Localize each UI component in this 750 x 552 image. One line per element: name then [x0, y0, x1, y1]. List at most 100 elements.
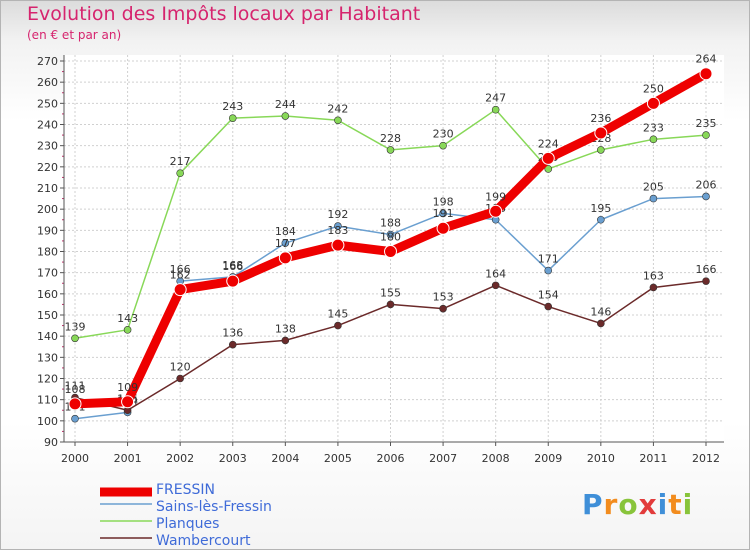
- data-point-sains-les-fressin: [386, 230, 395, 239]
- data-point-planques: [544, 165, 553, 173]
- data-point-sains-les-fressin: [439, 209, 447, 218]
- data-label-fressin: 183: [327, 224, 348, 237]
- data-label-sains-les-fressin: 166: [170, 263, 191, 276]
- x-tick-label: 2009: [534, 452, 562, 465]
- x-tick-label: 2000: [61, 452, 89, 465]
- data-point-wambercourt: [491, 281, 500, 290]
- data-point-fressin: [384, 245, 397, 258]
- data-point-planques: [597, 146, 605, 154]
- data-label-fressin: 191: [433, 207, 454, 220]
- data-label-planques: 244: [275, 98, 296, 111]
- data-point-fressin: [278, 251, 292, 265]
- data-label-planques: 228: [380, 132, 401, 145]
- data-point-wambercourt: [544, 302, 553, 311]
- data-point-planques: [176, 169, 184, 177]
- data-label-fressin: 180: [380, 231, 401, 244]
- data-point-wambercourt: [334, 321, 342, 330]
- chart-title: Evolution des Impôts locaux par Habitant: [27, 3, 421, 25]
- data-point-planques: [649, 135, 658, 144]
- y-tick-label: 220: [37, 161, 58, 174]
- data-label-planques: 139: [65, 320, 86, 333]
- data-point-planques: [334, 116, 342, 125]
- data-point-fressin: [226, 274, 240, 288]
- data-point-planques: [228, 114, 237, 122]
- x-tick-label: 2006: [377, 452, 405, 465]
- data-label-wambercourt: 153: [433, 291, 454, 304]
- data-point-sains-les-fressin: [544, 266, 553, 275]
- data-point-fressin: [489, 204, 503, 218]
- data-point-sains-les-fressin: [334, 222, 342, 230]
- data-label-sains-les-fressin: 184: [275, 225, 296, 238]
- data-label-sains-les-fressin: 205: [643, 181, 664, 194]
- data-label-sains-les-fressin: 168: [222, 259, 243, 272]
- data-label-wambercourt: 163: [643, 269, 664, 282]
- data-label-fressin: 199: [485, 190, 506, 203]
- data-point-sains-les-fressin: [71, 414, 79, 423]
- data-label-fressin: 250: [643, 82, 664, 95]
- data-label-wambercourt: 136: [222, 327, 243, 340]
- legend-item-sains-les-fressin[interactable]: Sains-lès-Fressin: [100, 499, 320, 518]
- x-tick-label: 2008: [482, 452, 510, 465]
- data-point-fressin: [331, 238, 345, 252]
- data-label-wambercourt: 111: [65, 380, 86, 393]
- data-label-sains-les-fressin: 171: [538, 253, 559, 266]
- legend-swatch-planques: [100, 520, 152, 522]
- logo-letter: o: [618, 488, 639, 521]
- data-label-fressin: 162: [170, 269, 191, 282]
- data-point-wambercourt: [228, 340, 237, 349]
- y-tick-label: 270: [37, 55, 58, 68]
- legend: FRESSIN Sains-lès-Fressin Planques Wambe…: [100, 482, 320, 552]
- y-tick-label: 200: [37, 203, 58, 216]
- y-tick-label: 210: [37, 182, 58, 195]
- data-label-sains-les-fressin: 192: [327, 208, 348, 221]
- data-point-sains-les-fressin: [649, 194, 658, 203]
- y-tick-label: 190: [37, 224, 58, 237]
- data-point-fressin: [121, 395, 135, 409]
- data-label-planques: 233: [643, 121, 664, 134]
- data-point-planques: [702, 131, 710, 139]
- data-point-planques: [71, 334, 79, 343]
- logo-letter: t: [668, 488, 683, 521]
- data-label-wambercourt: 120: [170, 361, 191, 374]
- legend-swatch-wambercourt: [100, 537, 152, 539]
- logo-letter: x: [638, 488, 658, 521]
- data-point-planques: [123, 326, 132, 334]
- data-label-sains-les-fressin: 188: [380, 217, 401, 230]
- legend-label-sains-les-fressin: Sains-lès-Fressin: [156, 499, 272, 515]
- data-point-fressin: [541, 151, 555, 165]
- data-point-fressin: [173, 283, 187, 297]
- y-tick-label: 150: [37, 309, 58, 322]
- data-label-sains-les-fressin: 206: [696, 178, 717, 191]
- data-point-sains-les-fressin: [702, 192, 710, 201]
- y-tick-label: 130: [37, 351, 58, 364]
- x-tick-label: 2007: [429, 452, 457, 465]
- legend-item-planques[interactable]: Planques: [100, 516, 320, 535]
- x-tick-label: 2002: [166, 452, 194, 465]
- data-label-fressin: 109: [117, 381, 138, 394]
- x-tick-label: 2010: [587, 452, 615, 465]
- data-label-planques: 143: [117, 312, 138, 325]
- logo-letter: i: [682, 488, 694, 521]
- data-point-wambercourt: [702, 277, 710, 285]
- data-label-planques: 217: [170, 155, 191, 168]
- y-tick-label: 250: [37, 97, 58, 110]
- data-label-wambercourt: 138: [275, 322, 296, 335]
- x-tick-label: 2003: [219, 452, 247, 465]
- data-point-sains-les-fressin: [281, 239, 290, 247]
- y-tick-label: 100: [37, 415, 58, 428]
- y-tick-label: 230: [37, 140, 58, 153]
- data-point-sains-les-fressin: [597, 215, 605, 224]
- legend-item-wambercourt[interactable]: Wambercourt: [100, 533, 320, 552]
- legend-item-fressin[interactable]: FRESSIN: [100, 482, 320, 501]
- data-point-fressin: [68, 397, 82, 411]
- y-tick-label: 180: [37, 246, 58, 259]
- x-tick-label: 2001: [114, 452, 142, 465]
- x-tick-label: 2005: [324, 452, 352, 465]
- legend-swatch-fressin: [100, 487, 152, 497]
- y-tick-label: 160: [37, 288, 58, 301]
- data-point-planques: [281, 112, 290, 120]
- data-point-wambercourt: [439, 304, 447, 313]
- data-point-wambercourt: [176, 374, 184, 383]
- data-point-planques: [386, 146, 395, 154]
